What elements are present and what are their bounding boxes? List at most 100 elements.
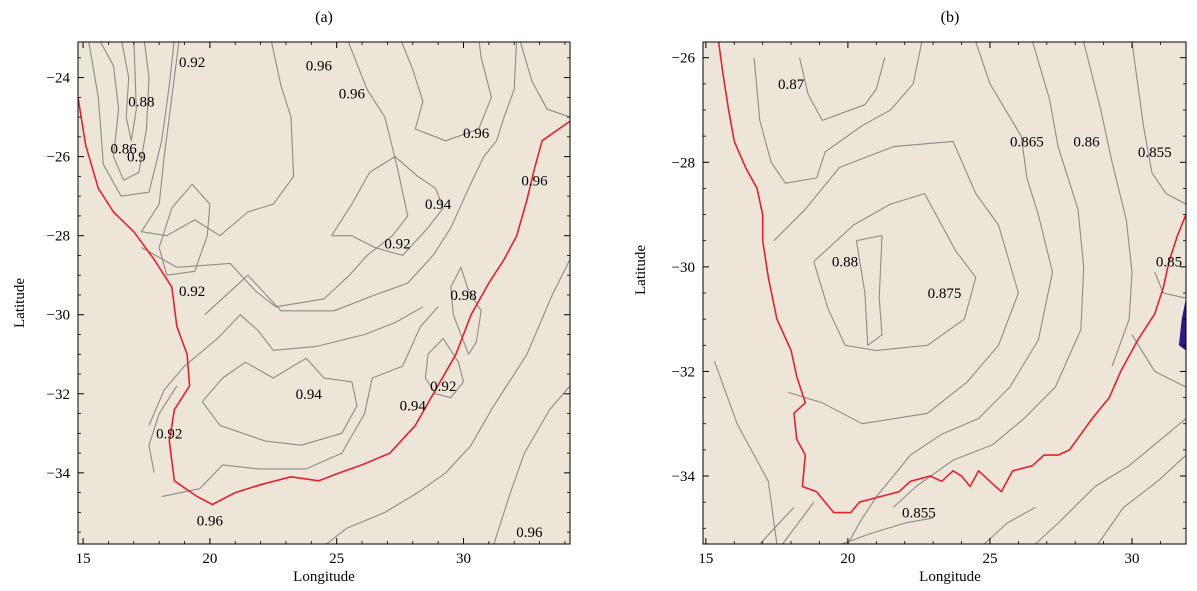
panel-b-contour-line <box>847 42 1054 544</box>
panel-b-contour-label: 0.85 <box>1156 255 1182 271</box>
panel-b-ytick-label: −28 <box>672 155 695 171</box>
panel-a: (a) 0.92 0.960.88 0.960.960.860.90.960.940… <box>12 9 571 585</box>
panel-b-contour-line <box>1035 418 1186 544</box>
panel-b-xtick-label: 15 <box>698 551 713 567</box>
panel-a-coastline <box>78 97 570 506</box>
panel-a-ytick-label: −32 <box>47 387 70 403</box>
panel-a-contour-label: 0.96 <box>463 126 490 142</box>
panel-b-contour-line <box>1097 454 1186 544</box>
panel-a-plot-area <box>78 42 570 544</box>
panel-b-xlabel: Longitude <box>919 569 981 585</box>
panel-b-contour-line <box>1131 334 1186 388</box>
panel-a-contour-line <box>401 42 492 142</box>
panel-a-contour-label: 0.88 <box>128 94 154 110</box>
panel-a-contour-label: 0.98 <box>450 288 476 304</box>
panel-a-contour-line <box>141 42 409 308</box>
panel-b-ticks: 15 20 25 30 −34 −32 −30 −28 −26 <box>672 42 1186 567</box>
panel-b-xtick-label: 30 <box>1125 551 1140 567</box>
panel-b: (b) 0.87 0.865 0.86 0.855 0.88 0.875 0.85 0.855… <box>633 9 1187 585</box>
panel-a-contour-line <box>424 337 465 399</box>
panel-b-contour-label: 0.855 <box>1138 145 1172 161</box>
panel-b-contour-label: 0.86 <box>1073 134 1100 150</box>
panel-b-contour-label: 0.88 <box>832 255 858 271</box>
panel-b-contour-line <box>799 57 886 121</box>
panel-a-contour-line <box>148 385 178 473</box>
panel-b-low-value-region <box>1178 298 1186 351</box>
panel-a-contour-line <box>121 42 137 142</box>
panel-b-contour-label: 0.865 <box>1010 134 1044 150</box>
panel-a-contour-label: 0.94 <box>425 197 452 213</box>
panel-b-contour-line <box>893 42 1085 508</box>
panel-a-ytick-label: −24 <box>47 71 71 87</box>
panel-b-contour-line <box>782 501 815 544</box>
panel-b-ytick-label: −26 <box>672 51 696 67</box>
panel-a-contour-label: 0.96 <box>339 86 366 102</box>
panel-b-contour-line <box>855 234 883 346</box>
panel-a-contour-line <box>161 306 439 498</box>
panel-b-ylabel: Latitude <box>633 245 649 295</box>
panel-a-ylabel: Latitude <box>12 278 28 328</box>
panel-b-contour-line <box>983 506 1036 544</box>
panel-a-contour-label: 0.96 <box>306 59 333 75</box>
panel-b-contour-line <box>753 57 817 184</box>
panel-a-contour-line <box>88 42 175 197</box>
panel-a-contour-label: 0.92 <box>430 379 456 395</box>
panel-a-contour-line <box>493 385 570 544</box>
panel-a-contour-line <box>158 183 211 276</box>
panel-a-contour-label: 0.96 <box>516 525 543 541</box>
panel-a-contour-labels: 0.92 0.960.88 0.960.960.860.90.960.940.920… <box>111 55 549 541</box>
panel-b-contour-line <box>1083 42 1133 367</box>
panel-b-contour-line <box>759 507 795 544</box>
panel-a-contour-line <box>204 42 518 316</box>
panel-a-contour-label: 0.94 <box>400 399 427 415</box>
panel-a-contours <box>88 42 570 544</box>
panel-b-contour-line <box>713 360 778 544</box>
panel-a-contour-line <box>201 357 358 446</box>
panel-b-coastline <box>717 42 1186 514</box>
panel-b-contour-label: 0.875 <box>928 286 962 302</box>
panel-a-xtick-label: 30 <box>456 551 471 567</box>
panel-a-contour-line <box>331 156 444 256</box>
panel-b-ytick-label: −32 <box>672 364 695 380</box>
panel-a-ytick-label: −30 <box>47 308 70 324</box>
panel-a-ticks: 15 20 25 30 −34 −32 −30 −28 −26 −24 <box>47 42 570 567</box>
panel-a-ytick-label: −28 <box>47 229 70 245</box>
panel-b-contour-labels: 0.87 0.865 0.86 0.855 0.88 0.875 0.85 0.855 <box>778 77 1182 522</box>
panel-b-contour-label: 0.855 <box>902 506 936 522</box>
panel-a-ytick-label: −26 <box>47 150 71 166</box>
panel-b-contour-label: 0.87 <box>778 77 805 93</box>
panel-a-contour-label: 0.92 <box>179 284 205 300</box>
panel-b-contour-line <box>773 140 1019 425</box>
panel-b-contours <box>713 42 1186 544</box>
panel-a-contour-label: 0.92 <box>384 237 410 253</box>
panel-a-xlabel: Longitude <box>293 569 355 585</box>
panel-a-contour-line <box>99 42 150 181</box>
panel-b-ytick-label: −30 <box>672 260 695 276</box>
panel-b-xtick-label: 20 <box>840 551 855 567</box>
panel-b-title: (b) <box>941 9 960 26</box>
panel-a-ytick-label: −34 <box>47 466 71 482</box>
panel-b-contour-line <box>1154 271 1186 299</box>
panel-a-title: (a) <box>315 9 333 26</box>
panel-a-contour-line <box>140 42 295 237</box>
panel-a-frame <box>77 41 571 545</box>
panel-b-contour-line <box>813 193 977 352</box>
panel-a-contour-label: 0.96 <box>521 173 548 189</box>
panel-a-xtick-label: 20 <box>202 551 217 567</box>
panel-a-xtick-label: 25 <box>329 551 344 567</box>
panel-a-contour-line <box>326 259 570 544</box>
panel-a-contour-label: 0.92 <box>179 55 205 71</box>
panel-b-contour-line <box>1131 42 1186 205</box>
panel-b-xtick-label: 25 <box>982 551 997 567</box>
panel-a-contour-label: 0.94 <box>296 387 323 403</box>
panel-a-contour-label: 0.86 <box>111 142 138 158</box>
panel-a-contour-line <box>148 306 424 426</box>
panel-a-contour-label: 0.9 <box>127 150 146 166</box>
panel-a-contour-label: 0.92 <box>156 426 182 442</box>
panel-a-xtick-label: 15 <box>76 551 91 567</box>
panel-b-ytick-label: −34 <box>672 469 696 485</box>
panel-b-plot-area <box>703 42 1186 544</box>
panel-a-contour-line <box>450 266 482 355</box>
panel-a-contour-label: 0.96 <box>197 513 224 529</box>
